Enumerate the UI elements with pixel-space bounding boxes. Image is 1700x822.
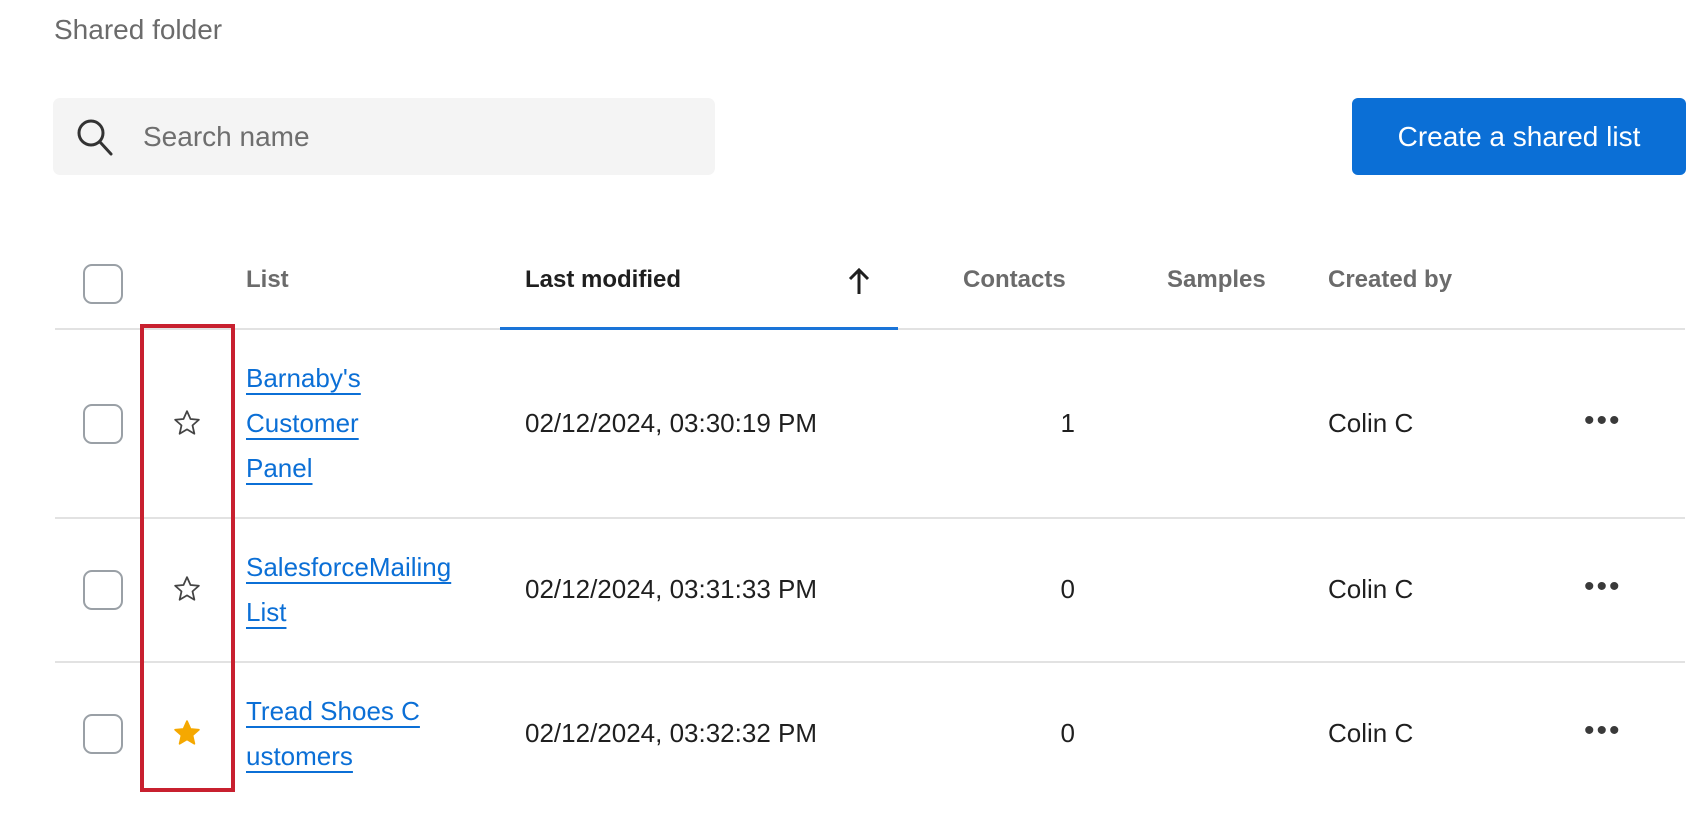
list-name-link[interactable]: Tread Shoes Customers <box>246 696 420 771</box>
created-by-cell: Colin C <box>1328 574 1414 604</box>
contacts-cell: 0 <box>1060 574 1075 604</box>
row-divider <box>55 661 1685 663</box>
search-icon <box>77 119 113 156</box>
arrow-up-icon[interactable] <box>847 266 871 296</box>
column-header-contacts[interactable]: Contacts <box>963 266 1066 293</box>
folder-title: Shared folder <box>54 14 223 45</box>
contacts-cell: 1 <box>1060 407 1075 438</box>
list-name-link[interactable]: Barnaby's Customer Panel <box>246 363 361 483</box>
last-modified-cell: 02/12/2024, 03:31:33 PM <box>525 574 818 604</box>
sort-indicator-underline <box>500 327 898 330</box>
column-header-last-modified[interactable]: Last modified <box>525 266 682 293</box>
created-by-cell: Colin C <box>1328 718 1414 748</box>
search-input[interactable] <box>143 98 693 175</box>
search-box[interactable] <box>53 98 715 175</box>
create-shared-list-button[interactable]: Create a shared list <box>1352 98 1686 175</box>
column-header-samples[interactable]: Samples <box>1167 266 1266 293</box>
last-modified-cell: 02/12/2024, 03:32:32 PM <box>525 718 818 748</box>
select-all-checkbox[interactable] <box>83 264 123 304</box>
more-actions-button[interactable]: ••• <box>1584 570 1622 603</box>
star-outline-icon[interactable] <box>172 574 202 609</box>
column-header-created-by[interactable]: Created by <box>1328 266 1453 293</box>
contacts-cell: 0 <box>1060 718 1075 748</box>
column-header-list[interactable]: List <box>246 266 289 293</box>
star-outline-icon[interactable] <box>172 408 202 443</box>
favorite-column-highlight <box>140 324 235 792</box>
row-divider <box>55 517 1685 519</box>
star-filled-icon[interactable] <box>172 718 202 753</box>
row-checkbox[interactable] <box>83 714 123 754</box>
last-modified-cell: 02/12/2024, 03:30:19 PM <box>525 407 818 438</box>
list-name-link[interactable]: SalesforceMailingList <box>246 552 452 627</box>
row-checkbox[interactable] <box>83 570 123 610</box>
more-actions-button[interactable]: ••• <box>1584 403 1622 437</box>
more-actions-button[interactable]: ••• <box>1584 714 1622 747</box>
created-by-cell: Colin C <box>1328 407 1414 438</box>
row-checkbox[interactable] <box>83 403 123 444</box>
